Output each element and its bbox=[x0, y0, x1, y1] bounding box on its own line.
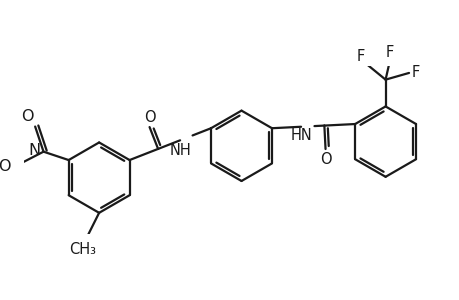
Text: CH₃: CH₃ bbox=[69, 242, 95, 257]
Text: F: F bbox=[411, 65, 419, 80]
Text: F: F bbox=[356, 49, 364, 64]
Text: N: N bbox=[28, 142, 40, 158]
Text: O: O bbox=[319, 152, 330, 166]
Text: O: O bbox=[144, 110, 155, 125]
Text: NH: NH bbox=[169, 143, 190, 158]
Text: O: O bbox=[21, 109, 34, 124]
Text: O: O bbox=[0, 159, 11, 174]
Text: HN: HN bbox=[290, 128, 311, 143]
Text: F: F bbox=[385, 45, 393, 60]
